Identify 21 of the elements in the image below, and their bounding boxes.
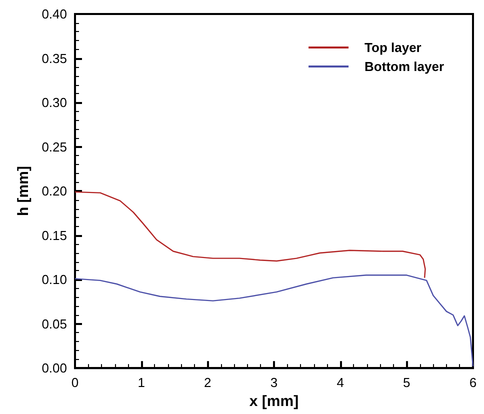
y-tick-label: 0.35 [42, 50, 67, 66]
y-tick-label: 0.05 [42, 316, 67, 332]
y-tick-label: 0.30 [42, 95, 67, 110]
y-tick-label: 0.10 [42, 272, 67, 288]
y-tick-label: 0.15 [42, 228, 67, 243]
y-tick-label: 0.25 [42, 139, 67, 154]
x-axis-title: x [mm] [249, 393, 299, 410]
x-tick-label: 6 [469, 375, 477, 390]
y-tick-label: 0.00 [42, 360, 67, 376]
x-tick-label: 5 [403, 375, 410, 390]
legend-label: Top layer [364, 40, 422, 55]
x-tick-label: 0 [71, 375, 79, 390]
legend-label: Bottom layer [364, 59, 444, 74]
x-tick-label: 2 [204, 375, 212, 390]
line-series [74, 191, 426, 278]
x-tick-label: 1 [138, 375, 145, 390]
x-tick-label: 3 [270, 375, 278, 390]
x-tick-label: 4 [336, 375, 344, 390]
y-tick-label: 0.20 [42, 184, 67, 199]
y-axis-title: h [mm] [14, 166, 32, 216]
y-tick-label: 0.40 [42, 6, 67, 22]
